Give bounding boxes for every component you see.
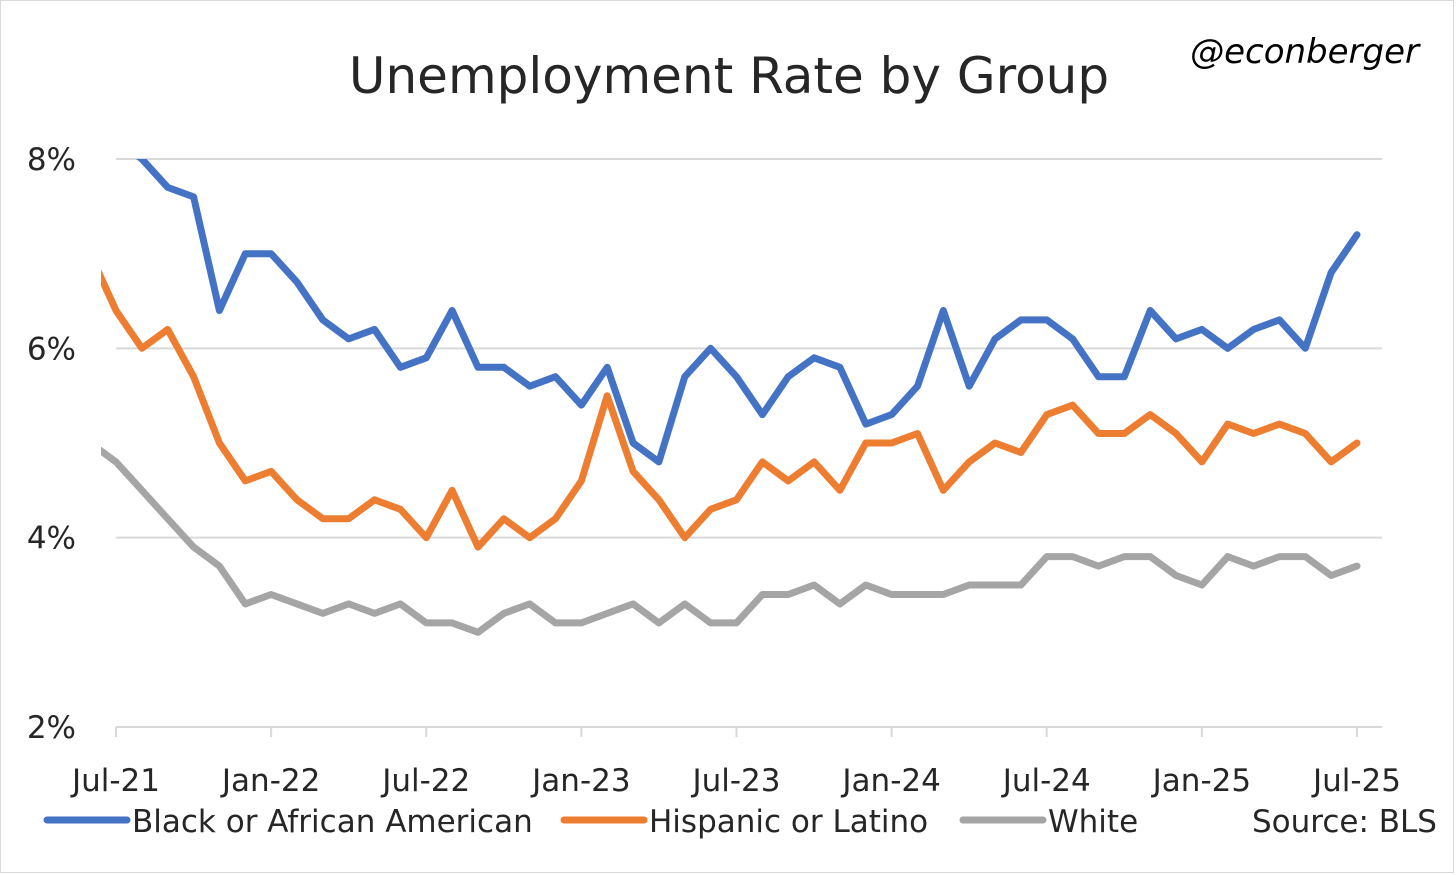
- x-axis-ticks: Jul-21 Jan-22 Jul-22 Jan-23 Jul-23 Jan-24 Jul-…: [70, 727, 1401, 799]
- y-tick-label: 2%: [27, 710, 76, 746]
- chart-title: Unemployment Rate by Group: [349, 47, 1109, 105]
- y-tick-label: 4%: [27, 521, 76, 557]
- legend-label-2: Hispanic or Latino: [649, 804, 928, 840]
- author-handle: @econberger: [1190, 32, 1421, 72]
- series-lines: [101, 159, 1361, 636]
- source-label: Source: BLS: [1252, 804, 1437, 840]
- x-tick-label: Jan-23: [530, 763, 630, 799]
- x-tick-label: Jul-22: [380, 763, 470, 799]
- legend-label-3: White: [1048, 804, 1138, 840]
- series-line-2: [101, 269, 1361, 551]
- x-tick-label: Jul-24: [1001, 763, 1091, 799]
- legend-label-1: Black or African American: [132, 804, 533, 840]
- y-tick-label: 8%: [27, 142, 76, 178]
- series-line-1: [135, 159, 1361, 466]
- x-tick-label: Jul-21: [70, 763, 160, 799]
- y-axis-ticks: 2% 4% 6% 8%: [27, 142, 76, 746]
- gridlines: [116, 158, 1382, 728]
- series-line-3: [101, 446, 1361, 636]
- y-tick-label: 6%: [27, 331, 76, 367]
- x-tick-label: Jul-23: [690, 763, 780, 799]
- legend: Black or African American Hispanic or Lat…: [43, 804, 1138, 840]
- x-tick-label: Jan-24: [840, 763, 940, 799]
- x-tick-label: Jul-25: [1311, 763, 1401, 799]
- x-tick-label: Jan-25: [1151, 763, 1251, 799]
- x-tick-label: Jan-22: [220, 763, 320, 799]
